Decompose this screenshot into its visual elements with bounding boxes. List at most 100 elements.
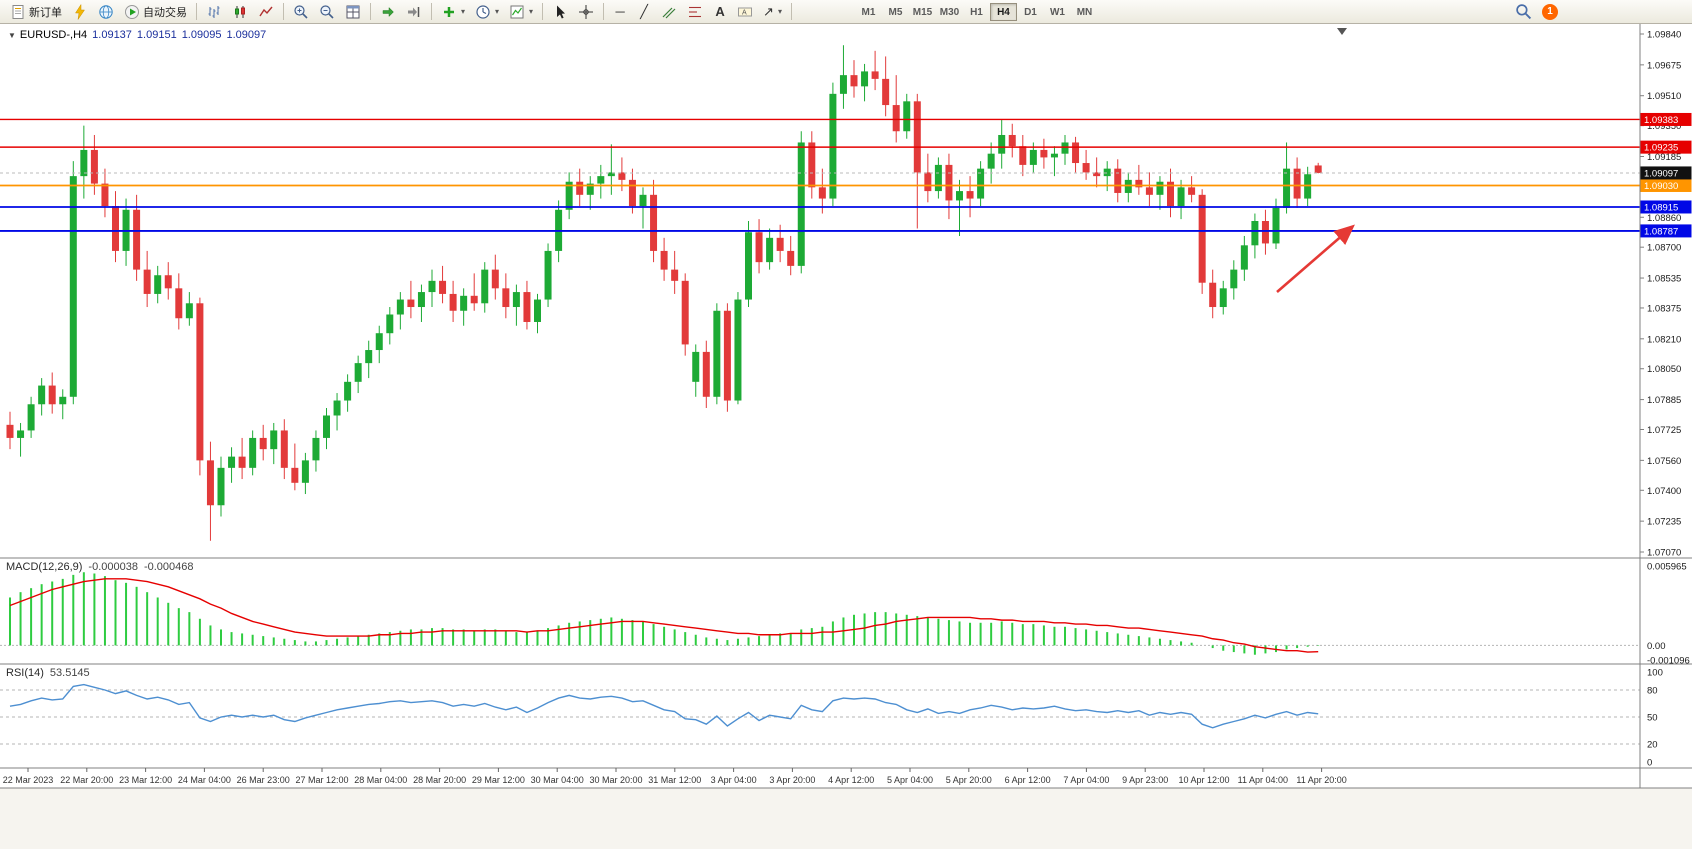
macd-signal-line [9,578,1319,653]
text-tool-button[interactable]: A [709,2,731,22]
candle-body [1061,142,1069,154]
templates-icon [510,5,524,18]
svg-text:6 Apr 12:00: 6 Apr 12:00 [1005,775,1051,785]
candle-body [1314,165,1322,173]
svg-text:5 Apr 04:00: 5 Apr 04:00 [887,775,933,785]
candle-body [597,176,605,184]
candle-body [259,437,267,450]
chart-shift-button[interactable] [402,2,426,22]
indicators-button[interactable]: ▾ [437,2,469,22]
new-order-label: 新订单 [29,6,62,19]
candle-body [1188,187,1196,195]
zoom-out-button[interactable] [315,2,339,22]
candle-body [945,164,953,201]
svg-text:1.09097: 1.09097 [1644,168,1678,179]
candle-body [1272,207,1280,244]
bar-chart-button[interactable] [202,2,226,22]
candle-body [618,172,626,180]
timeframe-m1-button[interactable]: M1 [861,6,876,18]
candle-body [871,71,879,79]
candle-body [164,275,172,289]
candle-body [101,183,109,207]
new-order-button[interactable]: 新订单 [6,2,66,22]
candle-body [460,295,468,311]
svg-text:26 Mar 23:00: 26 Mar 23:00 [237,775,290,785]
svg-text:24 Mar 04:00: 24 Mar 04:00 [178,775,231,785]
text-label-tool-button[interactable]: A [733,2,757,22]
candle-body [238,456,246,468]
notification-badge[interactable]: 1 [1542,3,1558,20]
autotrading-label: 自动交易 [143,6,187,19]
crosshair-button[interactable] [574,2,598,22]
candle-body [1093,172,1101,177]
timeframe-m5-button[interactable]: M5 [888,6,903,18]
svg-text:4 Apr 12:00: 4 Apr 12:00 [828,775,874,785]
candle-body [17,430,25,438]
svg-text:1.07885: 1.07885 [1647,395,1681,406]
candle-body [143,269,151,294]
cursor-icon [557,5,566,18]
candle-body [428,280,436,293]
timeframe-h4-button[interactable]: H4 [989,2,1017,21]
svg-text:1.09235: 1.09235 [1644,143,1678,154]
zoom-in-button[interactable] [289,2,313,22]
candle-body [48,385,56,405]
candle-body [998,134,1006,154]
candle-body [27,404,35,431]
candle-body [523,292,531,322]
candle-body [639,194,647,207]
svg-text:1.08535: 1.08535 [1647,274,1681,285]
candle-body [977,168,985,199]
candlestick-chart-button[interactable] [228,2,252,22]
trendline-tool-button[interactable]: ╱ [633,2,655,22]
search-icon[interactable] [1515,3,1532,20]
candle-body [491,269,499,289]
candle-body [660,250,668,270]
line-chart-button[interactable] [254,2,278,22]
cursor-button[interactable] [548,2,572,22]
candle-body [502,288,510,308]
equidistant-channel-button[interactable] [657,2,681,22]
horizontal-line-tool-button[interactable]: ─ [609,2,631,22]
svg-text:10 Apr 12:00: 10 Apr 12:00 [1178,775,1229,785]
timeframe-h1-button[interactable]: H1 [970,6,983,18]
macd-name: MACD(12,26,9) [6,561,83,573]
candle-body [1050,153,1058,158]
timeframe-group: M1 M5 M15 M30 H1 H4 D1 W1 MN [855,2,1098,21]
new-order-icon [12,4,24,19]
trend-arrow[interactable] [1276,224,1355,293]
tile-windows-icon [346,5,360,18]
arrows-tool-button[interactable]: ↗ ▾ [759,2,786,22]
chart-area[interactable]: 1.09840 1.09675 1.09510 1.09350 1.09185 1.090… [0,24,1692,849]
candle-body [586,183,594,195]
timeframe-mn-button[interactable]: MN [1076,6,1093,18]
timeframe-w1-button[interactable]: W1 [1049,6,1065,18]
candle-body [407,299,415,308]
timeframe-m30-button[interactable]: M30 [939,6,960,18]
timeframe-m15-button[interactable]: M15 [912,6,933,18]
auto-scroll-icon [382,6,394,17]
macd-signal-value: -0.000468 [143,561,194,573]
mql5-community-button[interactable] [94,2,118,22]
candle-body [839,75,847,94]
toolbar-separator [431,3,432,20]
candle-body [818,187,826,199]
macd-main-value: -0.000038 [88,561,138,573]
candle-body [723,310,731,401]
svg-text:0.005965: 0.005965 [1647,562,1687,573]
candle-body [375,333,383,351]
periods-button[interactable]: ▾ [471,2,503,22]
auto-scroll-button[interactable] [376,2,400,22]
templates-button[interactable]: ▾ [505,2,537,22]
chart-title: ▼ EURUSD-,H4 1.09137 1.09151 1.09095 1.09097 [8,29,266,41]
window-menu-icon[interactable]: ▼ [8,31,16,40]
chevron-down-icon: ▾ [777,7,782,16]
fibonacci-tool-button[interactable] [683,2,707,22]
autotrading-button[interactable]: 自动交易 [120,2,191,22]
metaeditor-button[interactable] [68,2,92,22]
timeframe-d1-button[interactable]: D1 [1024,6,1037,18]
chart-shift-marker[interactable] [1337,28,1347,35]
candle-body [1029,149,1037,165]
candle-body [903,101,911,132]
tile-windows-button[interactable] [341,2,365,22]
